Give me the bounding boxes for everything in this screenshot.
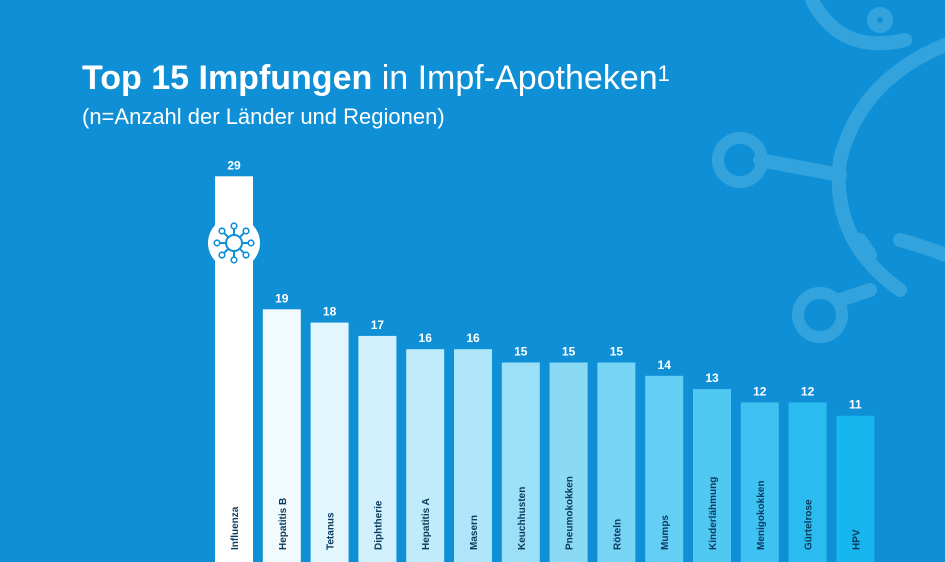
value-label: 17 <box>371 318 385 332</box>
value-label: 29 <box>227 158 241 172</box>
value-label: 15 <box>562 345 576 359</box>
bar-masern <box>454 349 492 562</box>
category-label: Hepatitis B <box>278 498 289 550</box>
value-label: 13 <box>705 371 719 385</box>
bar-keuchhusten <box>501 362 540 562</box>
value-label: 15 <box>514 345 528 359</box>
virus-icon <box>208 217 260 269</box>
value-label: 16 <box>419 331 433 345</box>
virus-icon-background <box>208 217 260 269</box>
category-label: Gürtelrose <box>804 499 815 550</box>
value-label: 14 <box>658 358 672 372</box>
bar-hepatitis-a <box>406 349 445 562</box>
bar-diphtherie <box>358 335 397 562</box>
virus-icon-spike <box>223 232 230 239</box>
category-label: Diphtherie <box>373 500 384 550</box>
category-label: Kinderlähmung <box>708 477 719 550</box>
bar-pneumokokken <box>549 362 588 562</box>
virus-icon-spike <box>223 247 230 254</box>
category-label: Mumps <box>660 515 671 550</box>
virus-icon-spike-tip <box>230 256 238 264</box>
bar-menigokokken <box>740 402 779 562</box>
virus-icon-spike-tip <box>218 227 226 235</box>
value-label: 12 <box>801 384 815 398</box>
chart-title: Top 15 Impfungen in Impf-Apotheken1 <box>82 58 670 98</box>
virus-icon-spike <box>238 232 245 239</box>
virus-icon-spike-tip <box>242 251 250 259</box>
value-label: 18 <box>323 305 337 319</box>
title-bold: Top 15 Impfungen <box>82 59 373 97</box>
bar-tetanus <box>310 322 349 562</box>
category-label: Hepatitis A <box>421 498 432 550</box>
category-label: HPV <box>851 529 862 550</box>
bar-röteln <box>597 362 636 562</box>
bar-gürtelrose <box>788 402 827 562</box>
bars-group <box>215 176 875 562</box>
category-labels-group: Influenza Hepatitis B Tetanus Diphtherie Hep… <box>230 476 862 550</box>
bar-hepatitis-b <box>262 309 301 562</box>
virus-icon-spike-tip <box>213 239 221 247</box>
category-label: Influenza <box>230 506 241 550</box>
virus-icon-spike-tip <box>242 227 250 235</box>
bar-mumps <box>645 375 684 562</box>
value-label: 15 <box>610 345 624 359</box>
title-footnote: 1 <box>657 61 670 86</box>
value-label: 11 <box>849 398 862 412</box>
chart-subtitle: (n=Anzahl der Länder und Regionen) <box>82 104 445 129</box>
bar-hpv <box>836 415 875 562</box>
virus-icon-spike-tip <box>218 251 226 259</box>
category-label: Masern <box>469 515 480 550</box>
category-label: Keuchhusten <box>517 487 528 550</box>
virus-icon-spike <box>238 247 245 254</box>
category-label: Tetanus <box>326 512 337 550</box>
virus-icon-spike-tip <box>247 239 255 247</box>
value-labels-group: 29 19 18 17 16 16 15 15 15 14 13 12 12 11 <box>227 158 862 411</box>
bar-kinderlähmung <box>693 389 731 562</box>
category-label: Pneumokokken <box>565 476 576 550</box>
value-label: 19 <box>275 291 289 305</box>
category-label: Röteln <box>612 519 623 550</box>
category-label: Menigokokken <box>756 481 767 550</box>
value-label: 12 <box>753 384 767 398</box>
virus-icon-spike-tip <box>230 222 238 230</box>
title-rest: in Impf-Apotheken <box>372 59 658 97</box>
value-label: 16 <box>466 331 480 345</box>
